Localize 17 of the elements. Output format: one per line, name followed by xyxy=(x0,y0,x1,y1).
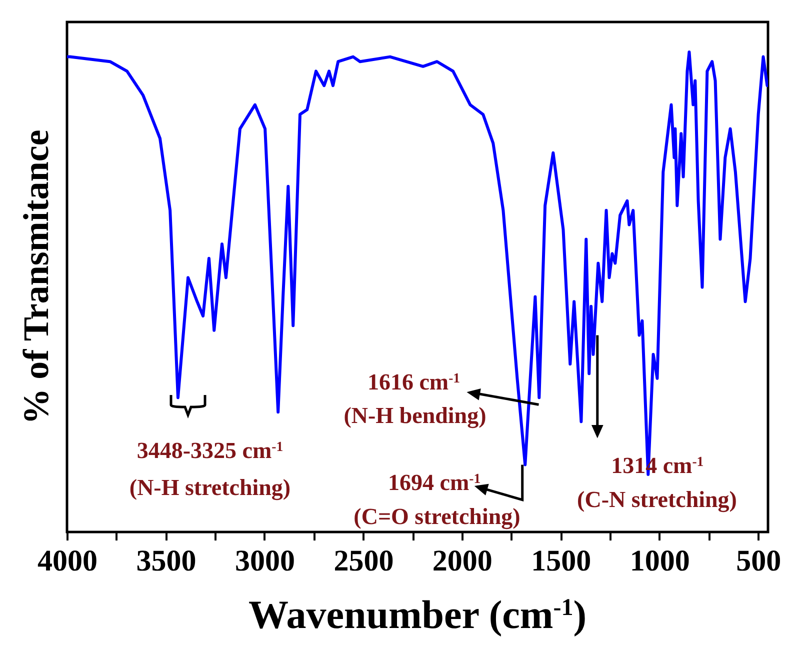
x-tick-label: 4000 xyxy=(38,544,98,578)
annotation: 3448-3325 cm$^{-1}$ xyxy=(136,438,284,463)
x-axis-title: Wavenumber (cm$^{-1}$) xyxy=(248,592,587,637)
x-tick-label: 1000 xyxy=(630,544,690,578)
x-tick-label: 2500 xyxy=(334,544,394,578)
x-tick-label: 3500 xyxy=(136,544,196,578)
annotation: 1616 cm$^{-1}$ xyxy=(367,370,460,395)
y-axis-title: % of Transmitance xyxy=(16,130,56,424)
annotation: (N-H stretching) xyxy=(129,475,291,501)
annotation: (N-H bending) xyxy=(344,403,486,429)
x-tick-label: 3000 xyxy=(234,544,295,578)
x-tick-label: 2000 xyxy=(432,544,492,578)
x-tick-label: 1500 xyxy=(531,544,592,578)
annotation: 1694 cm$^{-1}$ xyxy=(388,470,481,495)
x-tick-label: 500 xyxy=(736,544,782,578)
annotation: (C=O stretching) xyxy=(354,504,520,530)
annotation: (C-N stretching) xyxy=(577,487,737,513)
